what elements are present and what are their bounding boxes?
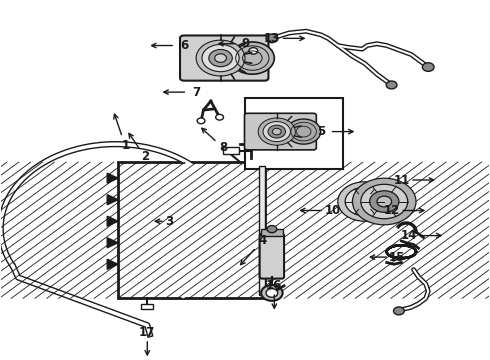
Bar — [142, 304, 153, 309]
Circle shape — [377, 196, 392, 207]
Circle shape — [216, 114, 223, 120]
Circle shape — [197, 118, 205, 124]
Text: 16: 16 — [266, 279, 283, 292]
Circle shape — [249, 48, 258, 54]
Bar — [118, 162, 265, 298]
Text: 1: 1 — [121, 139, 129, 152]
Bar — [245, 98, 343, 169]
Circle shape — [386, 81, 397, 89]
FancyBboxPatch shape — [245, 113, 317, 150]
Polygon shape — [107, 259, 118, 269]
Circle shape — [393, 307, 404, 315]
Circle shape — [369, 191, 399, 212]
Text: 17: 17 — [139, 326, 155, 339]
Bar — [261, 229, 283, 235]
Circle shape — [230, 42, 274, 74]
Polygon shape — [107, 173, 118, 183]
Bar — [259, 166, 265, 295]
Text: 13: 13 — [264, 32, 280, 45]
Circle shape — [287, 119, 321, 144]
Bar — [223, 147, 239, 154]
Circle shape — [209, 49, 232, 67]
Circle shape — [268, 125, 286, 138]
Circle shape — [361, 184, 408, 219]
FancyBboxPatch shape — [260, 234, 284, 279]
Text: 5: 5 — [317, 125, 325, 138]
Circle shape — [358, 197, 371, 206]
Polygon shape — [107, 195, 118, 205]
Text: 12: 12 — [384, 204, 400, 217]
Text: 2: 2 — [141, 150, 149, 163]
Circle shape — [261, 285, 283, 301]
Polygon shape — [107, 216, 118, 226]
Text: 8: 8 — [219, 141, 227, 154]
Text: 4: 4 — [258, 234, 266, 247]
Polygon shape — [107, 238, 118, 248]
Circle shape — [352, 178, 416, 225]
Circle shape — [266, 34, 278, 42]
Circle shape — [202, 44, 239, 72]
Circle shape — [267, 226, 277, 233]
Text: 14: 14 — [400, 229, 417, 242]
Text: 3: 3 — [165, 215, 173, 228]
Circle shape — [196, 40, 245, 76]
Text: 10: 10 — [325, 204, 341, 217]
Circle shape — [258, 118, 295, 145]
Circle shape — [215, 54, 226, 62]
Circle shape — [422, 63, 434, 71]
Circle shape — [272, 129, 281, 135]
Text: 9: 9 — [241, 37, 249, 50]
Text: 15: 15 — [388, 251, 405, 264]
Circle shape — [338, 182, 392, 221]
Circle shape — [352, 193, 377, 211]
Text: 11: 11 — [393, 174, 410, 186]
Circle shape — [263, 122, 291, 141]
FancyBboxPatch shape — [180, 36, 269, 81]
Text: 7: 7 — [192, 86, 200, 99]
Circle shape — [345, 187, 384, 216]
Circle shape — [266, 289, 278, 297]
Text: 6: 6 — [180, 39, 188, 52]
